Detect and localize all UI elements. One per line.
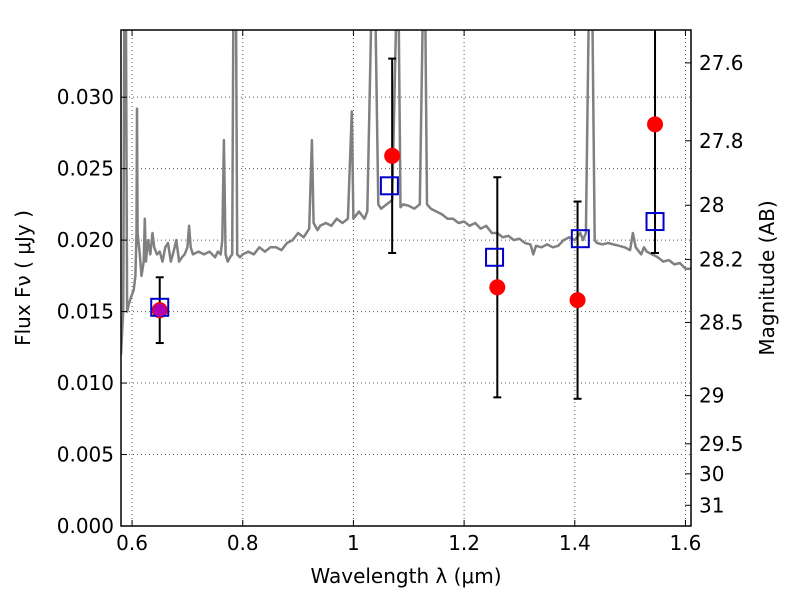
x-tick-label: 1.4 (559, 531, 591, 555)
y-tick-label: 0.015 (57, 300, 114, 324)
y-axis-right: 27.6 27.8 28 28.2 28.5 29 29.5 30 31 (685, 51, 744, 517)
measured-point (384, 147, 401, 164)
y-right-tick-label: 28.5 (699, 310, 744, 334)
y-right-tick-label: 28 (699, 193, 724, 217)
x-tick-label: 1.2 (448, 531, 480, 555)
y-tick-label: 0.030 (57, 85, 114, 109)
model-point (645, 212, 665, 232)
y-tick-label: 0.000 (57, 514, 114, 538)
y-axis-right-title: Magnitude (AB) (755, 200, 779, 355)
model-point (379, 176, 399, 196)
model-point (485, 247, 505, 267)
x-tick-label: 0.6 (116, 531, 148, 555)
x-axis: 0.6 0.8 1 1.2 1.4 1.6 (116, 30, 701, 555)
overlap-point (153, 303, 167, 317)
y-right-tick-label: 29.5 (699, 432, 744, 456)
y-tick-label: 0.010 (57, 371, 114, 395)
x-tick-label: 1 (347, 531, 360, 555)
plot-area (121, 30, 691, 400)
model-point (570, 229, 590, 249)
y-tick-label: 0.025 (57, 157, 114, 181)
y-right-tick-label: 27.8 (699, 129, 744, 153)
y-tick-label: 0.005 (57, 443, 114, 467)
y-right-tick-label: 27.6 (699, 51, 744, 75)
measured-point (489, 279, 506, 296)
y-right-tick-label: 30 (699, 462, 724, 486)
measured-point (569, 292, 586, 309)
x-axis-title: Wavelength λ (μm) (310, 564, 501, 588)
y-tick-label: 0.020 (57, 228, 114, 252)
y-right-tick-label: 28.2 (699, 247, 744, 271)
plot-frame (120, 29, 692, 527)
spectrum-line (121, 30, 691, 355)
plot-background (121, 30, 691, 526)
y-axis-left: 0.000 0.005 0.010 0.015 0.020 0.025 0.030 (57, 85, 127, 538)
x-tick-label: 0.8 (227, 531, 259, 555)
y-right-tick-label: 31 (699, 493, 724, 517)
x-tick-label: 1.6 (670, 531, 702, 555)
y-axis-title: Flux Fν ( μJy ) (11, 210, 35, 346)
measured-point (647, 116, 664, 133)
y-right-tick-label: 29 (699, 384, 724, 408)
